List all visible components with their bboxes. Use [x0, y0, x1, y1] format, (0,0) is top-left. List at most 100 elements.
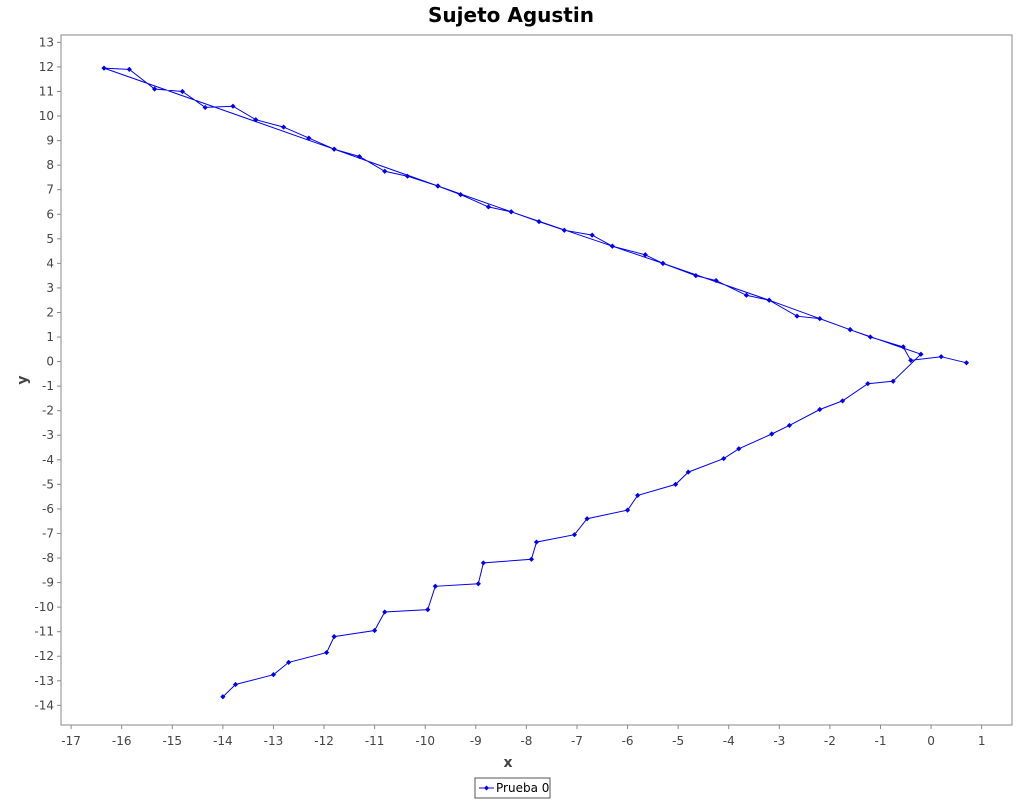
y-axis: 131211109876543210-1-2-3-4-5-6-7-8-9-10-…: [34, 35, 61, 712]
data-point: [900, 344, 906, 350]
plot-area: [60, 34, 1013, 726]
data-point: [435, 183, 441, 189]
data-point: [847, 327, 853, 333]
y-tick-label: 12: [39, 60, 54, 74]
data-point: [404, 173, 411, 179]
y-tick-label: 6: [46, 207, 54, 221]
data-point: [624, 507, 631, 513]
legend-label-prueba-0: Prueba 0: [496, 781, 549, 795]
data-point: [589, 232, 595, 238]
y-tick-label: -1: [42, 379, 54, 393]
data-point: [485, 204, 492, 210]
y-tick-label: -9: [42, 576, 54, 590]
data-point: [817, 316, 823, 322]
data-point: [179, 88, 186, 95]
y-axis-label: y: [15, 375, 31, 384]
data-point: [721, 455, 727, 462]
y-tick-label: 13: [39, 35, 54, 49]
x-tick-label: -15: [162, 734, 182, 748]
data-point: [432, 583, 438, 589]
data-point: [642, 252, 648, 258]
data-point: [232, 681, 239, 688]
y-tick-label: -10: [34, 600, 54, 614]
x-tick-label: -3: [773, 734, 785, 748]
data-point: [817, 406, 823, 413]
data-point: [372, 627, 378, 634]
data-point: [609, 243, 615, 249]
y-tick-label: -7: [42, 526, 54, 540]
data-point: [475, 581, 481, 587]
data-point: [635, 492, 641, 499]
x-tick-label: -6: [622, 734, 634, 748]
data-point: [458, 192, 464, 198]
x-tick-label: -8: [520, 734, 532, 748]
x-tick-label: 1: [978, 734, 986, 748]
x-tick-label: -16: [112, 734, 132, 748]
data-point: [918, 351, 924, 357]
data-point: [794, 313, 800, 319]
data-point: [743, 292, 750, 298]
series-layer: [101, 65, 970, 700]
x-tick-label: -12: [314, 734, 334, 748]
y-tick-label: 2: [46, 305, 54, 319]
y-tick-label: 11: [39, 84, 54, 98]
data-point: [270, 672, 277, 678]
y-tick-label: 0: [46, 355, 54, 369]
data-point: [126, 66, 132, 72]
data-point: [673, 481, 679, 487]
x-tick-label: 0: [927, 734, 935, 748]
data-point: [280, 124, 287, 130]
data-point: [425, 606, 431, 613]
y-tick-label: -3: [42, 428, 54, 442]
y-tick-label: -13: [34, 674, 54, 688]
data-point: [786, 422, 793, 429]
legend: Prueba 0: [474, 777, 551, 799]
y-tick-label: 3: [46, 281, 54, 295]
data-point: [151, 86, 158, 92]
data-point: [508, 209, 514, 215]
x-tick-label: -4: [723, 734, 735, 748]
x-tick-label: -13: [264, 734, 284, 748]
data-point: [382, 609, 388, 615]
y-tick-label: 9: [46, 134, 54, 148]
data-point: [865, 381, 871, 387]
data-point: [382, 168, 388, 174]
y-tick-label: -2: [42, 404, 54, 418]
data-point: [323, 649, 330, 656]
data-point: [101, 65, 107, 71]
data-point: [536, 219, 542, 225]
data-point: [584, 516, 590, 522]
x-tick-label: -9: [470, 734, 482, 748]
data-point: [533, 539, 540, 545]
y-tick-label: 10: [39, 109, 54, 123]
x-axis-label: x: [503, 755, 512, 771]
legend-marker: [484, 785, 489, 791]
data-point: [561, 227, 567, 233]
data-point: [839, 398, 846, 404]
data-point: [908, 357, 914, 363]
data-point: [480, 560, 486, 566]
y-tick-label: -5: [42, 477, 54, 491]
x-tick-label: -11: [365, 734, 385, 748]
y-tick-label: -12: [34, 649, 54, 663]
data-point: [736, 446, 742, 452]
data-point: [230, 103, 236, 109]
y-tick-label: 5: [46, 232, 54, 246]
data-point: [963, 360, 970, 366]
y-tick-label: 4: [46, 256, 54, 270]
data-point: [890, 378, 896, 384]
data-point: [938, 354, 944, 360]
data-point: [220, 694, 226, 700]
data-point: [693, 273, 699, 279]
data-point: [713, 277, 719, 284]
y-tick-label: 8: [46, 158, 54, 172]
x-axis: -17 -16 -15 -14 -13 -12 -11 -10 -9 -8 -7 -6 -5 -4 -3 -2…: [61, 725, 985, 748]
data-point: [202, 104, 208, 111]
data-point: [685, 469, 691, 475]
y-tick-label: -14: [34, 698, 54, 712]
y-tick-label: -11: [34, 625, 54, 639]
y-tick-label: -8: [42, 551, 54, 565]
y-tick-label: -6: [42, 502, 54, 516]
data-point: [331, 634, 337, 640]
